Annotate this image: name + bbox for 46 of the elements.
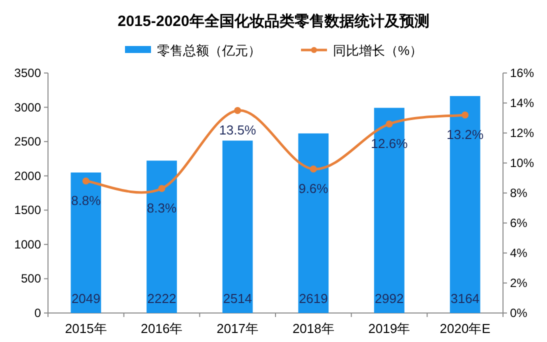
data-label: 2619 [298,291,328,306]
data-label: 2992 [374,291,404,306]
y-tick-label: 2000 [14,168,42,183]
data-label: 2222 [147,291,176,306]
y-tick-label: 2500 [14,134,42,149]
data-label: 2514 [223,291,252,306]
y-tick-label: 3000 [14,100,42,114]
bar [70,172,102,313]
y2-tick-label: 6% [510,216,528,230]
bar [298,133,329,313]
legend-label: 零售总额（亿元） [157,43,261,58]
data-label: 13.5% [219,122,256,138]
y2-tick-label: 14% [510,96,534,110]
y2-tick-label: 0% [510,306,528,320]
y2-tick-label: 16% [510,66,534,80]
x-tick-label: 2018年 [292,321,334,336]
y-tick-label: 1500 [14,203,42,218]
x-tick-label: 2015年 [64,321,107,336]
data-label: 8.3% [146,200,177,216]
y-tick-label: 3500 [14,66,42,80]
data-label: 9.6% [298,181,329,196]
data-label: 3164 [450,291,480,306]
y2-tick-label: 10% [510,156,534,170]
x-tick-label: 2020年E [440,321,491,336]
y2-tick-label: 4% [510,246,528,260]
point [386,120,393,128]
legend-label: 同比增长（%） [333,43,423,58]
x-tick-label: 2016年 [140,321,183,336]
y-tick-label: 500 [20,272,42,286]
point [158,185,166,192]
data-label: 8.8% [71,193,102,208]
x-tick-label: 2019年 [368,321,410,336]
chart-title: 2015-2020年全国化妆品类零售数据统计及预测 [118,13,430,30]
y2-tick-label: 2% [510,276,528,290]
y-tick-label: 0 [34,306,42,320]
data-label: 2049 [71,291,100,306]
bar [146,160,177,313]
point [234,107,242,114]
point [462,112,469,118]
bar [222,140,253,313]
x-tick-label: 2017年 [216,321,259,336]
y-tick-label: 1000 [14,237,42,252]
y2-tick-label: 8% [510,186,528,200]
y2-tick-label: 12% [510,126,534,140]
point [82,178,90,184]
point [310,166,317,172]
